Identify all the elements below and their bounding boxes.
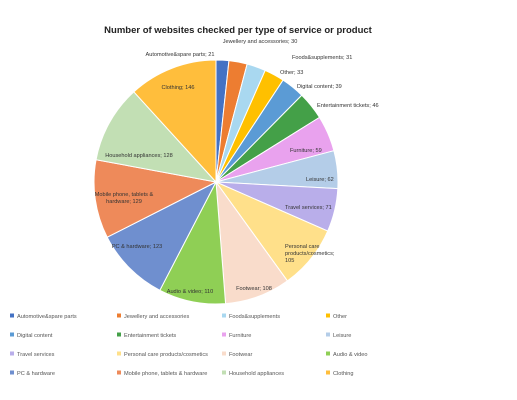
legend-label-automotive-spare-parts: Automotive&spare parts — [17, 314, 77, 320]
legend-swatch-jewellery-and-accessories — [117, 313, 121, 318]
slice-label-travel-services: Travel services; 71 — [285, 205, 332, 211]
legend-swatch-mobile-phone-tablets-hardware — [117, 370, 121, 375]
legend-swatch-footwear — [222, 351, 226, 356]
legend-swatch-clothing — [326, 370, 330, 375]
slice-label-leisure: Leisure; 62 — [306, 177, 334, 183]
slice-label-footwear: Footwear; 108 — [236, 286, 272, 292]
legend-label-footwear: Footwear — [229, 352, 252, 358]
legend-swatch-household-appliances — [222, 370, 226, 375]
slice-label-automotive-spare-parts: Automotive&spare parts; 21 — [145, 52, 214, 58]
pie-slices — [93, 59, 339, 305]
legend-swatch-pc-hardware — [10, 370, 14, 375]
slice-label-pc-hardware: PC & hardware; 123 — [112, 244, 162, 250]
pie-slice-mobile-phone-tablets-hardware — [93, 159, 218, 238]
legend-swatch-digital-content — [10, 332, 14, 337]
pie-slice-pc-hardware — [106, 180, 218, 291]
slice-label-entertainment-tickets: Entertainment tickets; 46 — [317, 103, 379, 109]
legend-swatch-furniture — [222, 332, 226, 337]
legend: Automotive&spare parts Jewellery and acce… — [10, 313, 368, 377]
slice-label-furniture: Furniture; 59 — [290, 148, 322, 154]
legend-swatch-foods-supplements — [222, 313, 226, 318]
legend-swatch-other — [326, 313, 330, 318]
slice-label-mobile-phone-tablets-hardware: Mobile phone, tablets & hardware; 129 — [95, 192, 154, 205]
legend-label-digital-content: Digital content — [17, 333, 53, 339]
slice-labels: Automotive&spare parts; 21 Jewellery and … — [95, 39, 379, 295]
legend-label-foods-supplements: Foods&supplements — [229, 314, 280, 320]
slice-label-clothing: Clothing; 146 — [162, 85, 195, 91]
chart-title: Number of websites checked per type of s… — [104, 25, 372, 36]
slice-label-other: Other; 33 — [280, 70, 303, 76]
legend-label-travel-services: Travel services — [17, 352, 55, 358]
legend-swatch-leisure — [326, 332, 330, 337]
slice-label-household-appliances: Household appliances; 128 — [105, 153, 173, 159]
legend-swatch-travel-services — [10, 351, 14, 356]
legend-label-jewellery-and-accessories: Jewellery and accessories — [124, 314, 189, 320]
slice-label-personal-care-products-cosmetics: Personal care products/cosmetics; 105 — [285, 244, 335, 264]
legend-label-pc-hardware: PC & hardware — [17, 371, 55, 377]
legend-label-other: Other — [333, 314, 347, 320]
legend-label-furniture: Furniture — [229, 333, 251, 339]
legend-label-leisure: Leisure — [333, 333, 351, 339]
slice-label-foods-supplements: Foods&supplements; 31 — [292, 55, 352, 61]
pie-slice-clothing — [133, 59, 217, 184]
pie-slice-household-appliances — [95, 91, 218, 183]
legend-swatch-entertainment-tickets — [117, 332, 121, 337]
legend-label-entertainment-tickets: Entertainment tickets — [124, 333, 176, 339]
slice-label-digital-content: Digital content; 39 — [297, 84, 342, 90]
slice-label-audio-video: Audio & video; 110 — [167, 289, 214, 295]
legend-label-clothing: Clothing — [333, 371, 354, 377]
legend-label-mobile-phone-tablets-hardware: Mobile phone, tablets & hardware — [124, 371, 207, 377]
legend-swatch-audio-video — [326, 351, 330, 356]
legend-label-household-appliances: Household appliances — [229, 371, 284, 377]
legend-label-audio-video: Audio & video — [333, 352, 368, 358]
legend-swatch-personal-care-products-cosmetics — [117, 351, 121, 356]
legend-label-personal-care-products-cosmetics: Personal care products/cosmetics — [124, 352, 208, 358]
legend-swatch-automotive-spare-parts — [10, 313, 14, 318]
slice-label-jewellery-and-accessories: Jewellery and accessories; 30 — [223, 39, 298, 45]
